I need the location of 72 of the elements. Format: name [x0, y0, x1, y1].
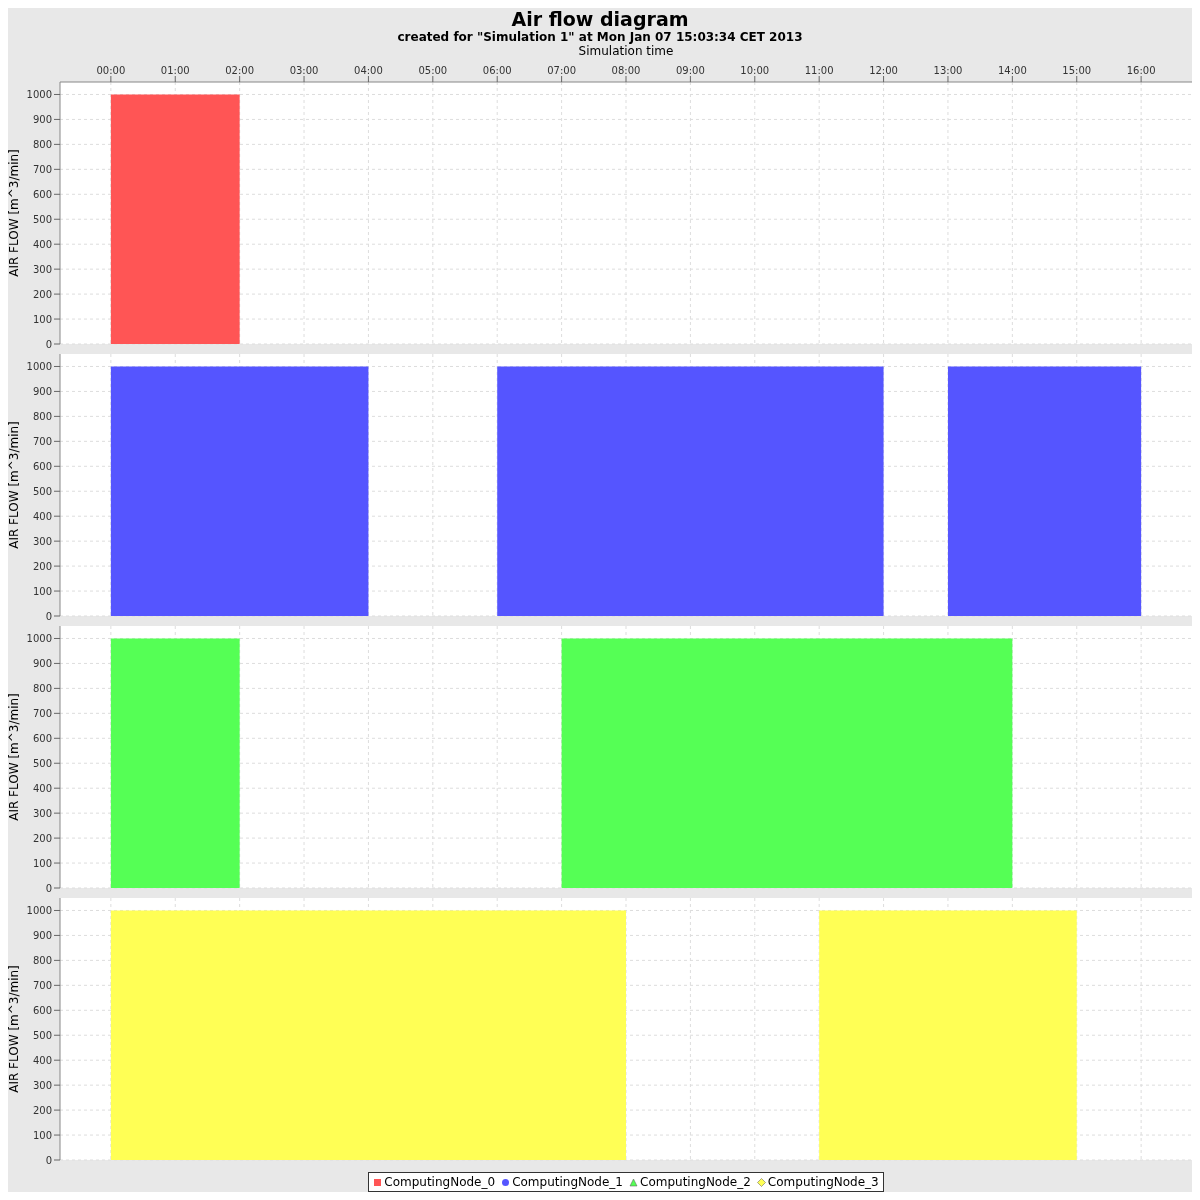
x-axis-title: Simulation time	[577, 44, 675, 58]
y-axis-title: AIR FLOW [m^3/min]	[7, 965, 22, 1093]
x-tick-label: 12:00	[869, 65, 898, 76]
legend-label: ComputingNode_2	[639, 1175, 751, 1189]
y-tick-label: 400	[32, 782, 52, 794]
y-tick-label: 300	[32, 535, 52, 547]
x-tick-label: 10:00	[740, 65, 770, 76]
y-tick-label: 900	[32, 929, 52, 941]
y-tick-label: 800	[32, 410, 52, 422]
y-tick-label: 100	[32, 313, 52, 325]
x-tick-label: 13:00	[933, 65, 963, 76]
y-tick-label: 0	[45, 1154, 52, 1166]
chart-title: Air flow diagram	[510, 8, 690, 30]
x-tick-label: 11:00	[804, 65, 834, 76]
series-label: ComputingNode_3	[766, 1175, 879, 1189]
y-tick-label: 900	[32, 113, 52, 125]
x-tick-label: 03:00	[289, 65, 319, 76]
y-axis-title: AIR FLOW [m^3/min]	[7, 149, 22, 277]
y-tick-label: 200	[32, 288, 52, 300]
y-tick-label: 0	[45, 610, 52, 622]
x-tick-label: 02:00	[225, 65, 255, 76]
y-tick-label: 500	[32, 485, 52, 497]
y-tick-label: 300	[32, 1079, 52, 1091]
y-tick-label: 500	[32, 757, 52, 769]
y-tick-label: 500	[32, 213, 52, 225]
y-tick-label: 1000	[26, 361, 52, 373]
y-tick-label: 600	[32, 1004, 52, 1016]
y-tick-label: 700	[32, 163, 52, 175]
y-tick-label: 800	[32, 682, 52, 694]
y-tick-label: 700	[32, 979, 52, 991]
y-tick-label: 0	[45, 882, 52, 894]
y-tick-label: 100	[32, 1129, 52, 1141]
x-tick-label: 07:00	[547, 65, 577, 76]
y-tick-label: 700	[32, 435, 52, 447]
y-tick-label: 600	[32, 460, 52, 472]
chart-subtitle: created for "Simulation 1" at Mon Jan 07 15:03:34 CET 2013	[396, 30, 804, 44]
y-tick-label: 600	[32, 188, 52, 200]
y-tick-label: 200	[32, 560, 52, 572]
x-tick-label: 06:00	[482, 65, 512, 76]
y-axis-title: AIR FLOW [m^3/min]	[7, 421, 22, 549]
y-tick-label: 1000	[26, 89, 52, 101]
x-tick-label: 01:00	[160, 65, 190, 76]
y-tick-label: 200	[32, 832, 52, 844]
y-tick-label: 400	[32, 1054, 52, 1066]
y-tick-label: 200	[32, 1104, 52, 1116]
y-tick-label: 100	[32, 857, 52, 869]
y-axis-title: AIR FLOW [m^3/min]	[7, 693, 22, 821]
legend-label: ComputingNode_0	[383, 1175, 496, 1189]
y-tick-label: 400	[32, 510, 52, 522]
y-tick-label: 1000	[26, 633, 52, 645]
x-tick-label: 14:00	[997, 65, 1027, 76]
y-tick-label: 900	[32, 657, 52, 669]
x-tick-label: 00:00	[96, 65, 126, 76]
y-tick-label: 0	[45, 338, 52, 350]
y-tick-label: 800	[32, 138, 52, 150]
x-tick-label: 05:00	[418, 65, 448, 76]
x-tick-label: 09:00	[675, 65, 705, 76]
y-tick-label: 600	[32, 732, 52, 744]
x-tick-label: 16:00	[1126, 65, 1156, 76]
x-tick-label: 04:00	[354, 65, 383, 76]
y-tick-label: 500	[32, 1029, 52, 1041]
y-tick-label: 900	[32, 385, 52, 397]
y-tick-label: 300	[32, 807, 52, 819]
y-tick-label: 1000	[26, 905, 52, 917]
x-tick-label: 15:00	[1062, 65, 1092, 76]
legend-label: ComputingNode_1	[511, 1175, 623, 1189]
y-tick-label: 800	[32, 954, 52, 966]
y-tick-label: 700	[32, 707, 52, 719]
x-tick-label: 08:00	[611, 65, 641, 76]
y-tick-label: 400	[32, 238, 52, 250]
y-tick-label: 100	[32, 585, 52, 597]
y-tick-label: 300	[32, 263, 52, 275]
